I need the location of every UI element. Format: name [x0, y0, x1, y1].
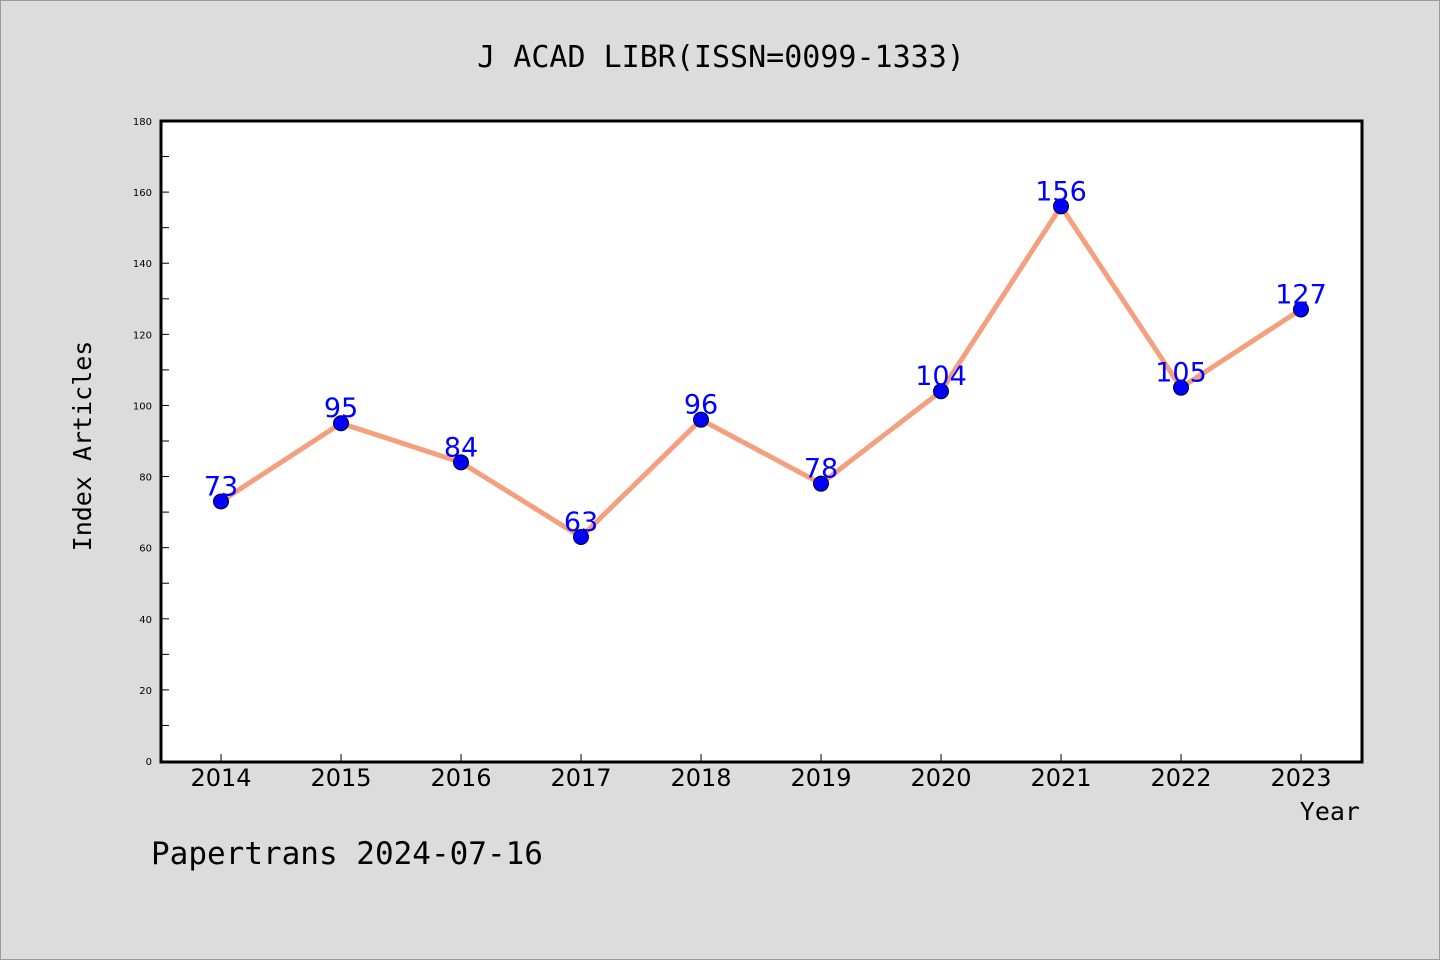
x-tick-label: 2017: [550, 764, 611, 792]
data-label: 105: [1155, 358, 1207, 389]
y-tick-label: 180: [133, 117, 152, 128]
x-tick-label: 2014: [190, 764, 251, 792]
x-tick-label: 2016: [430, 764, 491, 792]
data-point: [813, 475, 829, 492]
plot-area: [159, 119, 1364, 764]
x-tick-label: 2019: [790, 764, 851, 792]
x-axis-label: Year: [1300, 797, 1360, 826]
chart-title: J ACAD LIBR(ISSN=0099-1333): [477, 40, 965, 75]
y-axis-label: Index Articles: [68, 341, 97, 552]
data-label: 73: [204, 471, 238, 502]
x-tick-label: 2015: [310, 764, 371, 792]
series-line: [218, 203, 1304, 540]
data-label: 96: [684, 390, 718, 421]
y-tick-label: 100: [133, 401, 152, 412]
y-tick-label: 140: [133, 259, 152, 270]
data-point: [1053, 198, 1069, 215]
series-layer: [213, 198, 1309, 545]
x-axis-ticks: 2014 2015 2016 2017 2018 2019 2020 2021 2022 2023: [190, 754, 1332, 792]
x-tick-label: 2020: [910, 764, 971, 792]
y-tick-label: 0: [146, 757, 152, 768]
data-labels-layer: 73 95 84 63 96 78 104 156 105 127: [204, 176, 1327, 538]
data-point: [933, 383, 949, 400]
y-tick-label: 60: [139, 544, 152, 555]
data-point: [333, 415, 349, 432]
data-label: 84: [444, 432, 478, 463]
data-label: 63: [564, 507, 598, 538]
footer-stamp: Papertrans 2024-07-16: [151, 836, 543, 872]
data-label: 104: [915, 361, 967, 392]
y-axis-ticks: 0 20 40 60 80 100 120 140 160 180: [133, 117, 169, 768]
x-tick-label: 2022: [1150, 764, 1211, 792]
data-point: [453, 454, 469, 471]
data-label: 127: [1275, 279, 1327, 310]
data-point: [693, 411, 709, 428]
y-tick-label: 160: [133, 188, 152, 199]
data-label: 78: [804, 454, 838, 485]
y-tick-label: 120: [133, 330, 152, 341]
x-tick-label: 2018: [670, 764, 731, 792]
x-tick-label: 2023: [1270, 764, 1331, 792]
data-point: [1293, 301, 1309, 318]
y-tick-label: 80: [139, 473, 152, 484]
data-point: [1173, 379, 1189, 396]
y-tick-label: 20: [139, 686, 152, 697]
data-label: 95: [324, 393, 358, 424]
y-tick-label: 40: [139, 615, 152, 626]
data-label: 156: [1035, 176, 1087, 207]
data-point: [573, 529, 589, 545]
data-point: [213, 493, 229, 510]
x-tick-label: 2021: [1030, 764, 1091, 792]
